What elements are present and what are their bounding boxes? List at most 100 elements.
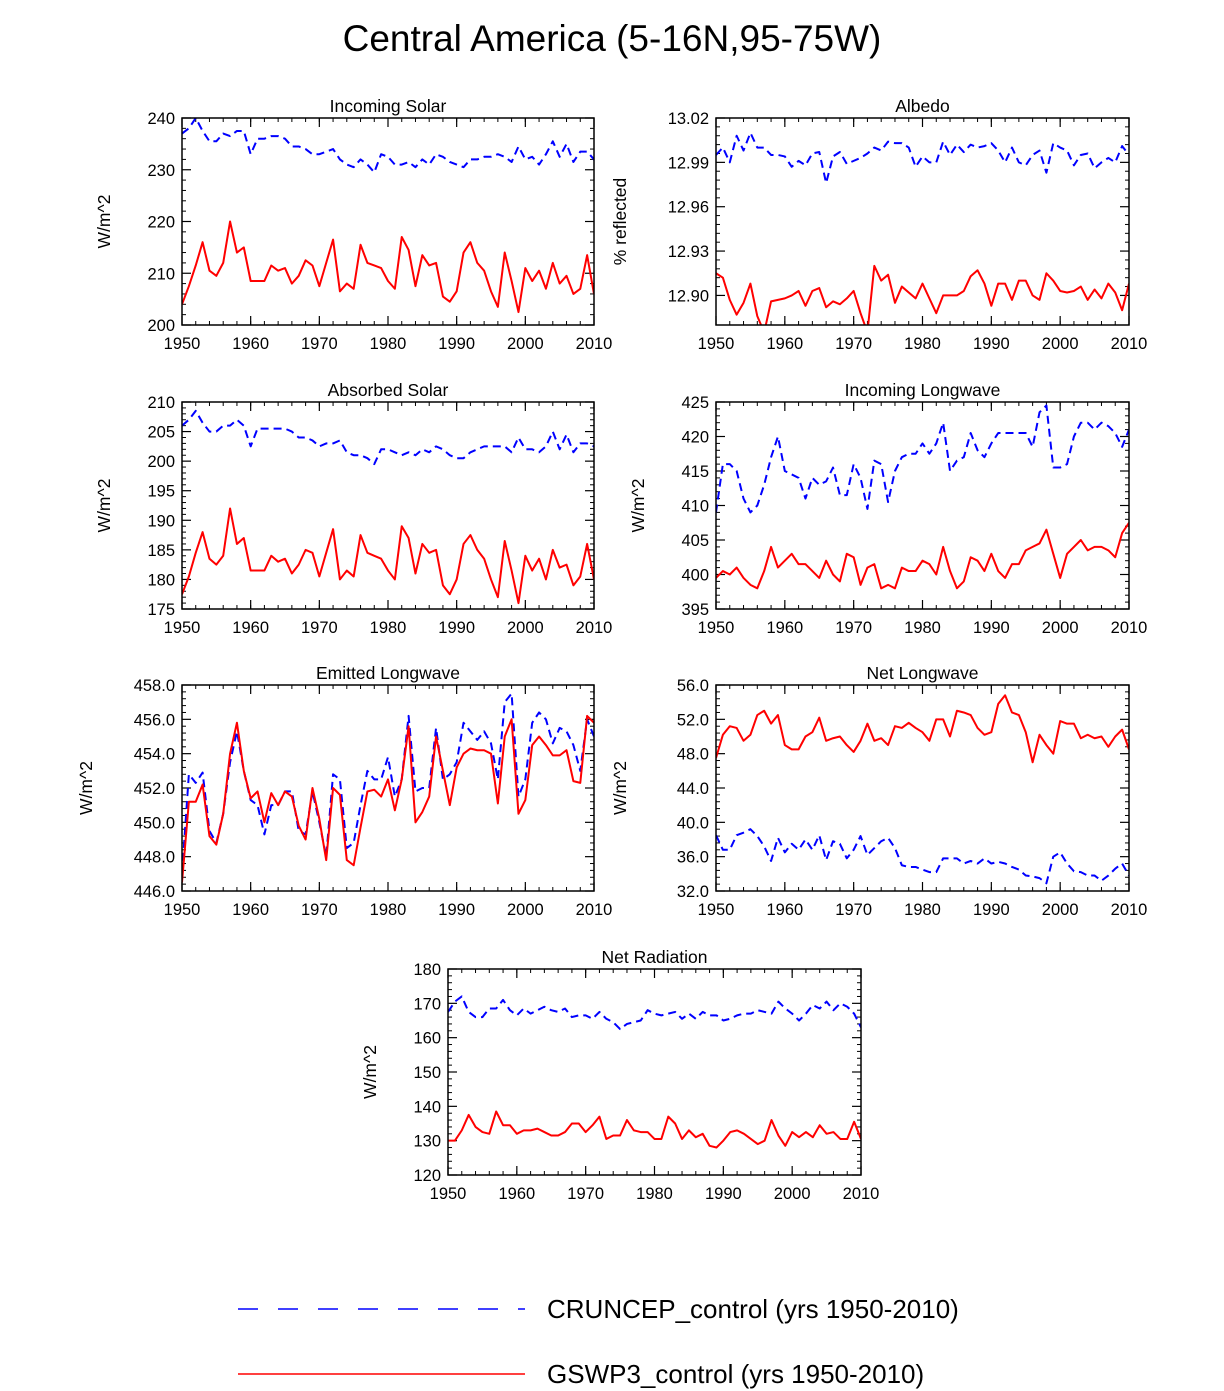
series-line-cruncep [716,404,1129,514]
x-tick-label: 1990 [973,335,1010,353]
y-axis-label: W/m^2 [628,479,648,533]
series-line-cruncep [182,692,594,874]
y-tick-label: 180 [413,961,441,979]
y-tick-label: 210 [147,265,175,283]
x-tick-label: 1960 [232,901,269,919]
x-tick-label: 2000 [774,1185,811,1203]
x-tick-label: 1950 [698,335,735,353]
x-tick-label: 2000 [507,619,544,637]
chart-title: Net Longwave [867,663,979,683]
y-tick-label: 420 [681,429,709,447]
x-tick-label: 1980 [370,901,407,919]
x-tick-label: 1980 [904,335,941,353]
x-tick-label: 1990 [973,619,1010,637]
y-axis-label: W/m^2 [94,195,114,249]
y-tick-label: 195 [147,483,175,501]
legend-label-cruncep: CRUNCEP_control (yrs 1950-2010) [547,1294,959,1324]
y-tick-label: 230 [147,162,175,180]
series-line-cruncep [182,118,594,174]
y-tick-label: 13.02 [668,110,709,128]
y-tick-label: 240 [147,110,175,128]
series-line-cruncep [182,409,594,466]
y-tick-label: 425 [681,394,709,412]
series-line-cruncep [448,995,861,1031]
y-tick-label: 205 [147,424,175,442]
plot-frame [715,117,1130,326]
x-tick-label: 1970 [301,335,338,353]
x-tick-label: 2000 [507,335,544,353]
y-tick-label: 210 [147,394,175,412]
x-tick-label: 1980 [636,1185,673,1203]
y-tick-label: 200 [147,317,175,335]
y-tick-label: 405 [681,532,709,550]
chart-panel-2: Albedo % reflected 1950 1960 1970 1980 1990 200… [610,96,1147,353]
y-tick-label: 458.0 [134,677,175,695]
y-tick-label: 452.0 [134,780,175,798]
y-tick-label: 190 [147,512,175,530]
y-tick-label: 456.0 [134,711,175,729]
y-tick-label: 12.96 [668,199,709,217]
x-tick-label: 1990 [438,335,475,353]
y-tick-label: 180 [147,571,175,589]
x-tick-label: 2010 [576,619,613,637]
chart-title: Albedo [895,96,950,116]
x-tick-label: 1950 [698,619,735,637]
x-tick-label: 1970 [301,619,338,637]
y-tick-label: 454.0 [134,746,175,764]
y-tick-label: 12.93 [668,243,709,261]
x-tick-label: 1950 [164,901,201,919]
y-tick-label: 44.0 [677,780,709,798]
series-line-gswp3 [182,507,594,605]
y-tick-label: 448.0 [134,849,175,867]
y-tick-label: 175 [147,601,175,619]
y-tick-label: 395 [681,601,709,619]
x-tick-label: 1980 [370,335,407,353]
legend: CRUNCEP_control (yrs 1950-2010) GSWP3_co… [238,1294,959,1389]
y-axis-label: W/m^2 [610,761,630,815]
x-tick-label: 1980 [904,901,941,919]
x-tick-label: 1950 [698,901,735,919]
y-tick-label: 140 [413,1098,441,1116]
y-tick-label: 12.90 [668,287,709,305]
y-tick-label: 150 [413,1064,441,1082]
x-tick-label: 1990 [973,901,1010,919]
x-tick-label: 1970 [567,1185,604,1203]
y-tick-label: 120 [413,1167,441,1185]
x-tick-label: 1970 [835,901,872,919]
x-tick-label: 2010 [576,901,613,919]
chart-panel-5: Emitted Longwave W/m^2 1950 1960 1970 1980 199… [76,663,612,919]
x-tick-label: 1990 [438,901,475,919]
y-tick-label: 52.0 [677,711,709,729]
x-tick-label: 1970 [301,901,338,919]
x-tick-label: 2000 [507,901,544,919]
x-tick-label: 2010 [1111,901,1148,919]
y-tick-label: 36.0 [677,849,709,867]
x-tick-label: 2000 [1042,335,1079,353]
chart-panel-7: Net Radiation W/m^2 1950 1960 1970 1980 1990 20… [360,947,879,1203]
plot-frame [447,968,862,1176]
x-tick-label: 1960 [498,1185,535,1203]
x-tick-label: 1990 [438,619,475,637]
plot-frame [181,684,595,892]
series-line-gswp3 [182,220,594,314]
series-line-gswp3 [448,1110,861,1149]
x-tick-label: 2010 [576,335,613,353]
plot-frame [181,117,595,326]
plot-frame [715,684,1130,892]
x-tick-label: 2000 [1042,901,1079,919]
series-line-cruncep [716,131,1129,185]
y-tick-label: 450.0 [134,814,175,832]
y-axis-label: W/m^2 [94,479,114,533]
y-tick-label: 170 [413,995,441,1013]
page-title: Central America (5-16N,95-75W) [342,18,882,59]
chart-panel-1: Incoming Solar W/m^2 1950 1960 1970 1980 1990 2… [94,96,612,353]
y-tick-label: 200 [147,453,175,471]
x-tick-label: 1980 [904,619,941,637]
x-tick-label: 1970 [835,619,872,637]
chart-title: Incoming Longwave [845,380,1001,400]
y-tick-label: 130 [413,1133,441,1151]
plot-frame [715,401,1130,610]
x-tick-label: 1950 [164,335,201,353]
plot-frame [181,401,595,610]
y-tick-label: 40.0 [677,814,709,832]
